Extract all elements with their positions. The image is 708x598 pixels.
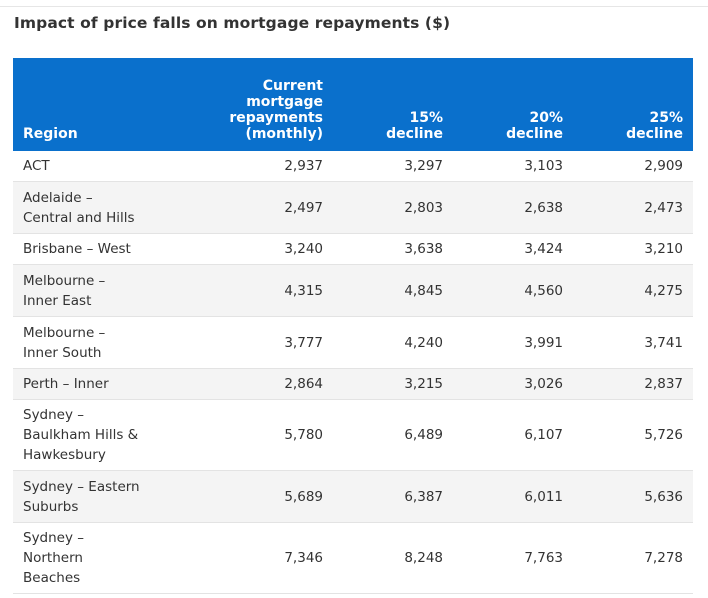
- region-cell: Brisbane – West: [13, 233, 213, 265]
- decline-15-cell: 4,845: [333, 264, 453, 317]
- current-repayment-cell: 7,346: [213, 522, 333, 594]
- current-repayment-cell: 3,777: [213, 316, 333, 369]
- decline-25-cell: 4,275: [573, 264, 693, 317]
- decline-20-cell: 2,638: [453, 181, 573, 234]
- top-divider: [0, 6, 708, 7]
- table-row: Perth – Inner 2,864 3,215 3,026 2,837: [13, 368, 693, 400]
- column-header-line: 20%: [529, 110, 563, 126]
- column-header-line: Current: [262, 78, 323, 94]
- region-line: Sydney –: [23, 530, 85, 546]
- region-line: Perth – Inner: [23, 376, 109, 392]
- decline-15-cell: 3,297: [333, 151, 453, 182]
- region-line: Melbourne –: [23, 324, 106, 341]
- decline-15-cell: 2,803: [333, 181, 453, 234]
- decline-20-cell: 3,026: [453, 368, 573, 400]
- region-line: Central and Hills: [23, 209, 135, 226]
- current-repayment-cell: 2,864: [213, 368, 333, 400]
- region-line: Inner South: [23, 344, 102, 361]
- decline-20-cell: 6,011: [453, 470, 573, 523]
- region-line: Suburbs: [23, 498, 79, 515]
- table-row: Adelaide – Central and Hills 2,497 2,803…: [13, 181, 693, 234]
- column-header-line: decline: [506, 126, 563, 142]
- current-repayment-cell: 2,497: [213, 181, 333, 234]
- column-header-region: Region: [13, 58, 213, 151]
- decline-25-cell: 5,636: [573, 470, 693, 523]
- current-repayment-cell: 3,240: [213, 233, 333, 265]
- current-repayment-cell: 2,937: [213, 151, 333, 182]
- table-header-row: Region Current mortgage repayments (mont…: [13, 58, 693, 151]
- column-header-line: decline: [386, 126, 443, 142]
- region-line: Inner East: [23, 292, 92, 309]
- decline-20-cell: 7,763: [453, 522, 573, 594]
- region-line: Northern: [23, 550, 83, 566]
- table-row: Sydney – Eastern Suburbs 5,689 6,387 6,0…: [13, 470, 693, 523]
- region-cell: ACT: [13, 151, 213, 182]
- table-row: ACT 2,937 3,297 3,103 2,909: [13, 151, 693, 182]
- column-header-line: (monthly): [245, 126, 323, 142]
- column-header-line: decline: [626, 126, 683, 142]
- column-header-line: 15%: [409, 110, 443, 126]
- region-line: Sydney –: [23, 407, 85, 423]
- decline-25-cell: 2,837: [573, 368, 693, 400]
- region-line: Brisbane – West: [23, 241, 131, 257]
- decline-15-cell: 3,215: [333, 368, 453, 400]
- column-header-current: Current mortgage repayments (monthly): [213, 58, 333, 151]
- region-cell: Adelaide – Central and Hills: [13, 181, 213, 234]
- column-header-line: repayments: [229, 110, 323, 126]
- current-repayment-cell: 4,315: [213, 264, 333, 317]
- column-header-line: mortgage: [246, 94, 323, 110]
- mortgage-repayments-table: Region Current mortgage repayments (mont…: [13, 58, 693, 594]
- decline-20-cell: 3,103: [453, 151, 573, 182]
- table-row: Sydney – Baulkham Hills & Hawkesbury 5,7…: [13, 399, 693, 471]
- region-line: Melbourne –: [23, 272, 106, 289]
- decline-25-cell: 5,726: [573, 399, 693, 471]
- column-header-20-decline: 20% decline: [453, 58, 573, 151]
- decline-20-cell: 3,424: [453, 233, 573, 265]
- region-line: ACT: [23, 158, 50, 174]
- column-header-line: 25%: [649, 110, 683, 126]
- decline-20-cell: 6,107: [453, 399, 573, 471]
- decline-15-cell: 8,248: [333, 522, 453, 594]
- decline-20-cell: 4,560: [453, 264, 573, 317]
- column-header-25-decline: 25% decline: [573, 58, 693, 151]
- region-cell: Sydney – Eastern Suburbs: [13, 470, 213, 523]
- table-row: Melbourne – Inner South 3,777 4,240 3,99…: [13, 316, 693, 369]
- table-title: Impact of price falls on mortgage repaym…: [14, 14, 451, 32]
- decline-15-cell: 6,387: [333, 470, 453, 523]
- table-row: Sydney – Northern Beaches 7,346 8,248 7,…: [13, 522, 693, 594]
- decline-25-cell: 2,473: [573, 181, 693, 234]
- current-repayment-cell: 5,780: [213, 399, 333, 471]
- region-line: Sydney – Eastern: [23, 478, 140, 495]
- column-header-line: Region: [23, 126, 78, 142]
- region-cell: Sydney – Northern Beaches: [13, 522, 213, 594]
- decline-15-cell: 4,240: [333, 316, 453, 369]
- decline-25-cell: 3,210: [573, 233, 693, 265]
- region-cell: Melbourne – Inner South: [13, 316, 213, 369]
- region-line: Baulkham Hills &: [23, 427, 139, 443]
- decline-25-cell: 3,741: [573, 316, 693, 369]
- table-row: Brisbane – West 3,240 3,638 3,424 3,210: [13, 233, 693, 265]
- decline-15-cell: 3,638: [333, 233, 453, 265]
- region-line: Adelaide –: [23, 189, 93, 206]
- column-header-15-decline: 15% decline: [333, 58, 453, 151]
- decline-15-cell: 6,489: [333, 399, 453, 471]
- decline-25-cell: 7,278: [573, 522, 693, 594]
- current-repayment-cell: 5,689: [213, 470, 333, 523]
- region-line: Hawkesbury: [23, 447, 106, 463]
- region-cell: Perth – Inner: [13, 368, 213, 400]
- region-cell: Melbourne – Inner East: [13, 264, 213, 317]
- decline-20-cell: 3,991: [453, 316, 573, 369]
- decline-25-cell: 2,909: [573, 151, 693, 182]
- table-row: Melbourne – Inner East 4,315 4,845 4,560…: [13, 264, 693, 317]
- region-cell: Sydney – Baulkham Hills & Hawkesbury: [13, 399, 213, 471]
- region-line: Beaches: [23, 570, 81, 586]
